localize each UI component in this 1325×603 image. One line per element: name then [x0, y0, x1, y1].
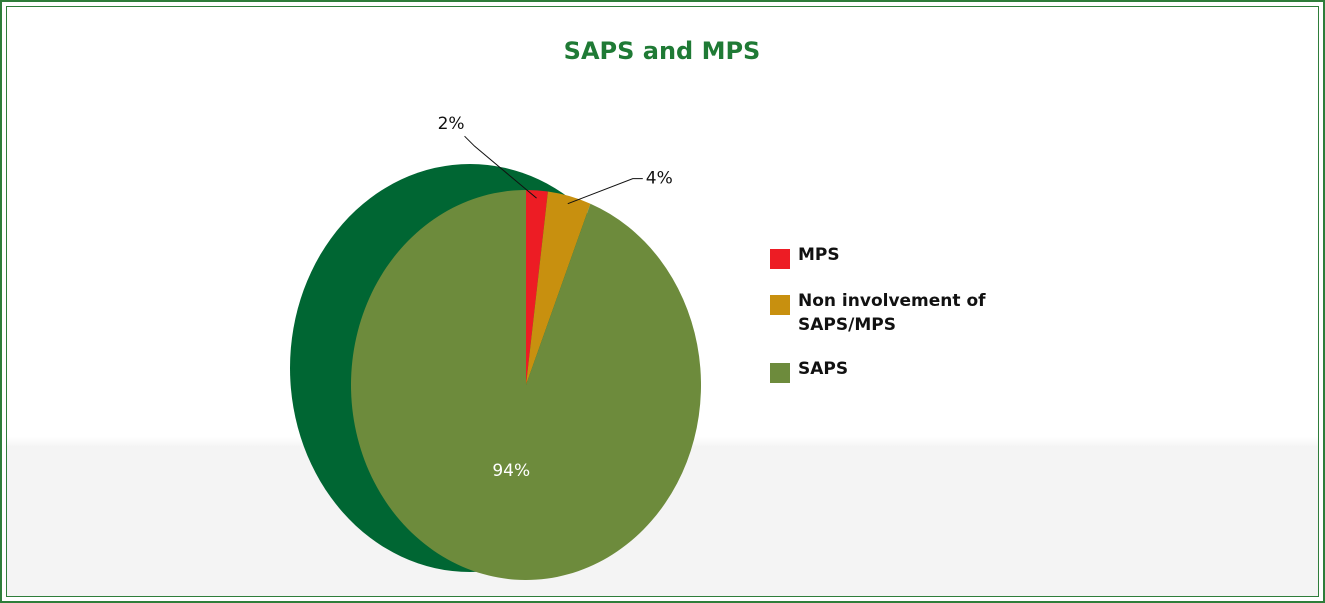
legend-swatch — [770, 249, 790, 269]
legend-swatch — [770, 295, 790, 315]
legend-item: MPS — [770, 243, 1010, 269]
legend-item: SAPS — [770, 357, 1010, 383]
legend-item: Non involvement of SAPS/MPS — [770, 289, 1010, 337]
pie-slice — [351, 190, 701, 580]
leader-line — [464, 135, 537, 199]
legend-swatch — [770, 363, 790, 383]
legend-label: SAPS — [798, 359, 849, 379]
data-label: 4% — [646, 169, 673, 189]
legend-label: Non involvement of SAPS/MPS — [798, 291, 986, 335]
chart-title: SAPS and MPS — [564, 37, 761, 65]
pie-slice — [526, 191, 591, 385]
legend: MPS Non involvement of SAPS/MPS SAPS — [770, 243, 1010, 403]
leader-line — [567, 178, 643, 205]
data-label: 94% — [492, 461, 530, 481]
data-label: 2% — [438, 114, 465, 134]
pie-slice — [526, 190, 548, 385]
legend-label: MPS — [798, 245, 840, 265]
